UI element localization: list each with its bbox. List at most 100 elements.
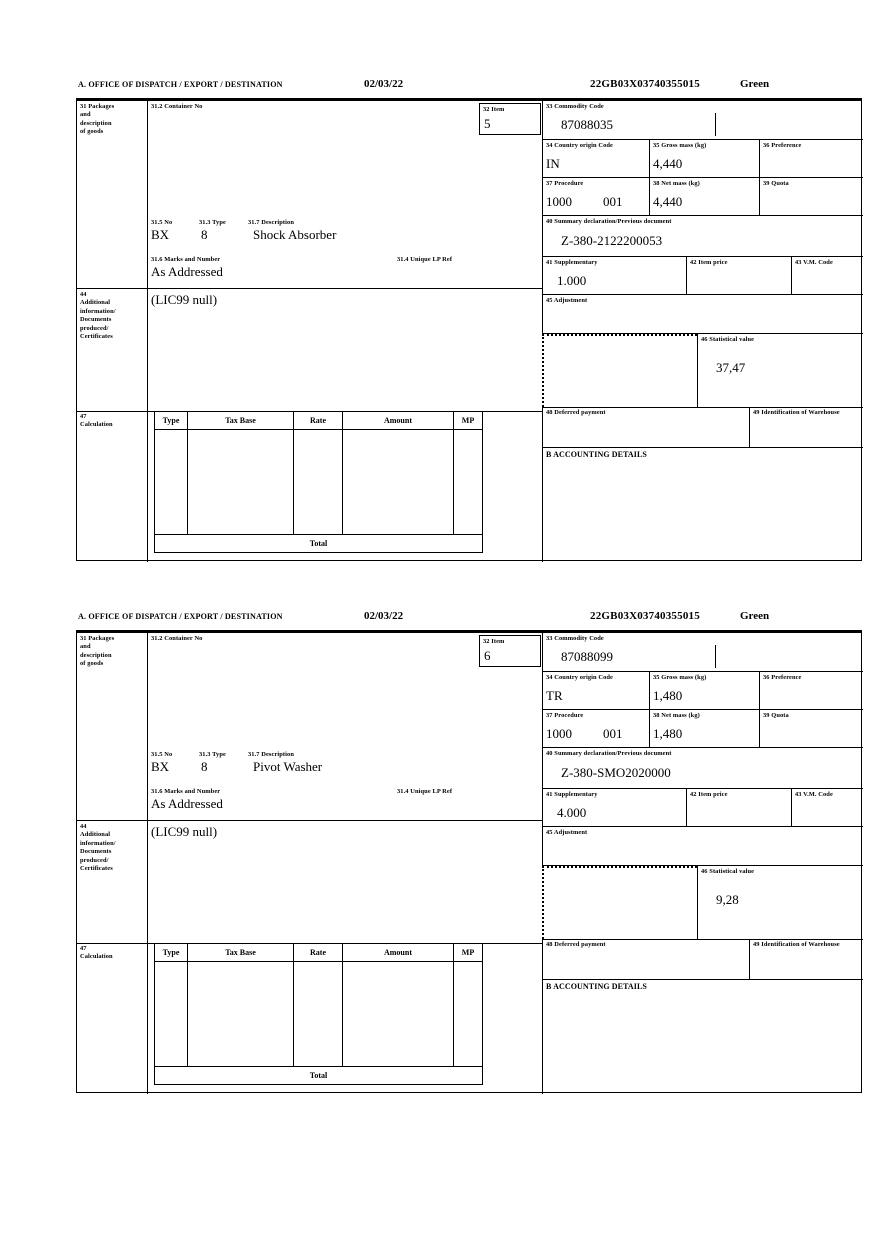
box-49-identification-of-warehouse: 49 Identification of Warehouse	[749, 407, 863, 448]
box-34-label: 34 Country origin Code	[546, 142, 613, 149]
box-46-bottom-rule	[542, 939, 863, 940]
box-31-5-no-label: 31.5 No	[151, 219, 173, 226]
box-31-5-no-value: BX	[151, 759, 170, 774]
box-34-label: 34 Country origin Code	[546, 674, 613, 681]
box-37-label: 37 Procedure	[546, 180, 584, 187]
box-46-value: 37,47	[716, 360, 746, 375]
column-header-amount: Amount	[342, 943, 454, 962]
box-47-label-cell: 47 Calculation	[77, 943, 147, 1094]
box-41-label: 41 Supplementary	[546, 791, 598, 798]
box-44-value: (LIC99 null)	[151, 292, 218, 307]
box-31-4-unique-lp-ref-label: 31.4 Unique LP Ref	[397, 256, 453, 263]
column-header-mp: MP	[453, 411, 483, 430]
box-31-goods-description: 31.2 Container No 31.5 No BX 31.3 Type 8…	[147, 101, 542, 288]
box-41-value: 4.000	[557, 805, 587, 820]
cell-type	[154, 961, 188, 1067]
box-32-item-number: 32 Item 5	[479, 103, 541, 135]
box-31-label-line3: description	[80, 119, 112, 127]
box-44-label-line6: Certificates	[80, 865, 113, 873]
box-32-item-number: 32 Item 6	[479, 635, 541, 667]
box-47-label: 47 Calculation	[80, 413, 142, 430]
box-34-value: IN	[546, 156, 560, 171]
box-33-commodity-code: 33 Commodity Code 87088099	[542, 633, 863, 672]
box-31-label-cell: 31 Packages and description of goods	[77, 633, 147, 820]
box-36-label: 36 Preference	[763, 142, 802, 149]
form-body-grid: 31 Packages and description of goods 31.…	[76, 100, 863, 562]
box-31-3-type-value: 8	[201, 759, 208, 774]
calculation-header-row: Type Tax Base Rate Amount MP	[154, 411, 483, 430]
box-39-label: 39 Quota	[763, 180, 789, 187]
box-44-label-line3: information/	[80, 307, 116, 315]
box-31-3-type-label: 31.3 Type	[199, 751, 226, 758]
box-43-vm-code: 43 V.M. Code	[791, 257, 863, 295]
column-header-tax-base: Tax Base	[187, 943, 294, 962]
declaration-date: 02/03/22	[364, 610, 404, 622]
box-44-label-line1: 44	[80, 291, 87, 298]
office-of-dispatch-label: A. OFFICE OF DISPATCH / EXPORT / DESTINA…	[78, 612, 283, 621]
box-44-label-line2: Additional	[80, 299, 111, 307]
box-33-commodity-code: 33 Commodity Code 87088035	[542, 101, 863, 140]
movement-reference-number: 22GB03X03740355015	[590, 610, 700, 622]
box-b-label: B ACCOUNTING DETAILS	[546, 982, 647, 991]
box-45-label: 45 Adjustment	[546, 297, 588, 304]
box-33-value: 87088099	[561, 649, 613, 664]
box-b-accounting-details: B ACCOUNTING DETAILS	[542, 448, 863, 562]
box-40-label: 40 Summary declaration/Previous document	[546, 218, 672, 225]
box-33-divider-tick	[715, 113, 716, 136]
box-33-label: 33 Commodity Code	[546, 103, 604, 110]
box-44-label-line3: information/	[80, 839, 116, 847]
box-32-label: 32 Item	[483, 638, 505, 645]
box-43-label: 43 V.M. Code	[795, 791, 833, 798]
total-label: Total	[154, 534, 483, 553]
box-42-item-price: 42 Item price	[686, 789, 791, 827]
box-38-label: 38 Net mass (kg)	[653, 712, 700, 719]
box-31-5-no-label: 31.5 No	[151, 751, 173, 758]
office-of-dispatch-label: A. OFFICE OF DISPATCH / EXPORT / DESTINA…	[78, 80, 283, 89]
box-b-label: B ACCOUNTING DETAILS	[546, 450, 647, 459]
box-49-identification-of-warehouse: 49 Identification of Warehouse	[749, 939, 863, 980]
box-31-6-marks-value: As Addressed	[151, 264, 223, 279]
box-34-country-origin-code: 34 Country origin Code TR	[542, 672, 649, 710]
box-42-label: 42 Item price	[690, 259, 728, 266]
box-35-label: 35 Gross mass (kg)	[653, 674, 707, 681]
box-44-label: 44 Additional information/ Documents pro…	[80, 823, 146, 873]
box-46-bottom-rule	[542, 407, 863, 408]
box-35-gross-mass: 35 Gross mass (kg) 4,440	[649, 140, 759, 178]
box-44-label-line2: Additional	[80, 831, 111, 839]
box-39-quota: 39 Quota	[759, 178, 863, 216]
box-41-value: 1.000	[557, 273, 587, 288]
box-46-statistical-value: 46 Statistical value 37,47	[697, 334, 863, 407]
route-status-badge: Green	[740, 78, 770, 90]
cell-amount	[342, 961, 454, 1067]
form-header: A. OFFICE OF DISPATCH / EXPORT / DESTINA…	[76, 78, 862, 100]
form-header: A. OFFICE OF DISPATCH / EXPORT / DESTINA…	[76, 610, 862, 632]
cell-type	[154, 429, 188, 535]
column-header-type: Type	[154, 411, 188, 430]
box-45-dotted-subcell	[542, 334, 697, 407]
box-35-gross-mass: 35 Gross mass (kg) 1,480	[649, 672, 759, 710]
calculation-table: Type Tax Base Rate Amount MP To	[154, 943, 483, 1085]
box-34-value: TR	[546, 688, 563, 703]
box-31-label-line4: of goods	[80, 660, 104, 668]
sad-form-item-6: A. OFFICE OF DISPATCH / EXPORT / DESTINA…	[76, 610, 863, 1094]
box-31-4-unique-lp-ref-label: 31.4 Unique LP Ref	[397, 788, 453, 795]
calculation-total-row: Total	[154, 1066, 483, 1085]
calculation-header-row: Type Tax Base Rate Amount MP	[154, 943, 483, 962]
box-45-adjustment: 45 Adjustment	[542, 295, 863, 334]
column-header-rate: Rate	[293, 943, 343, 962]
cell-mp	[453, 961, 483, 1067]
box-44-label-cell: 44 Additional information/ Documents pro…	[77, 820, 147, 943]
box-48-label: 48 Deferred payment	[546, 941, 606, 948]
box-47-calculation: Type Tax Base Rate Amount MP To	[147, 943, 542, 1094]
box-36-preference: 36 Preference	[759, 140, 863, 178]
box-31-label-line3: description	[80, 651, 112, 659]
box-31-label: 31 Packages and description of goods	[80, 103, 146, 137]
box-40-label: 40 Summary declaration/Previous document	[546, 750, 672, 757]
box-37-procedure: 37 Procedure 1000 001	[542, 178, 649, 216]
box-40-value: Z-380-2122200053	[561, 233, 663, 248]
box-46-label: 46 Statistical value	[701, 336, 755, 343]
box-31-label-line2: and	[80, 111, 91, 119]
box-44-label-line4: Documents	[80, 316, 112, 324]
calculation-table: Type Tax Base Rate Amount MP To	[154, 411, 483, 553]
box-46-statistical-value: 46 Statistical value 9,28	[697, 866, 863, 939]
